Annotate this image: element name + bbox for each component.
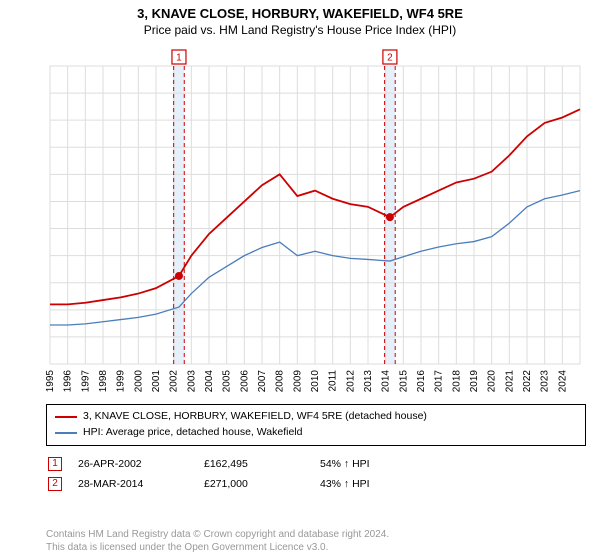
- svg-text:2019: 2019: [469, 370, 480, 393]
- sale-vs-hpi: 54% ↑ HPI: [320, 458, 370, 470]
- svg-text:2013: 2013: [363, 370, 374, 393]
- chart-subtitle: Price paid vs. HM Land Registry's House …: [0, 23, 600, 37]
- grid: [50, 66, 580, 364]
- marker-labels: 12: [172, 50, 397, 64]
- legend-area: 3, KNAVE CLOSE, HORBURY, WAKEFIELD, WF4 …: [46, 404, 586, 494]
- svg-text:2022: 2022: [522, 370, 533, 393]
- sale-price: £162,495: [204, 458, 304, 470]
- svg-text:2007: 2007: [257, 370, 268, 393]
- chart-container: 3, KNAVE CLOSE, HORBURY, WAKEFIELD, WF4 …: [0, 0, 600, 560]
- sale-row: 2 28-MAR-2014 £271,000 43% ↑ HPI: [46, 474, 586, 494]
- legend-swatch: [55, 416, 77, 418]
- attribution-line: This data is licensed under the Open Gov…: [46, 541, 389, 554]
- sale-date: 26-APR-2002: [78, 458, 188, 470]
- legend-swatch: [55, 432, 77, 434]
- legend-row: 3, KNAVE CLOSE, HORBURY, WAKEFIELD, WF4 …: [55, 409, 577, 425]
- svg-text:2009: 2009: [292, 370, 303, 393]
- svg-text:2001: 2001: [151, 370, 162, 393]
- svg-text:1: 1: [176, 53, 182, 64]
- svg-text:2003: 2003: [186, 370, 197, 393]
- svg-text:2012: 2012: [345, 370, 356, 393]
- svg-text:2014: 2014: [381, 370, 392, 393]
- svg-text:2: 2: [387, 53, 393, 64]
- svg-text:1995: 1995: [46, 370, 56, 393]
- sale-badge: 1: [48, 457, 62, 471]
- svg-text:1997: 1997: [80, 370, 91, 393]
- chart-title: 3, KNAVE CLOSE, HORBURY, WAKEFIELD, WF4 …: [0, 6, 600, 21]
- svg-text:2005: 2005: [222, 370, 233, 393]
- svg-text:2016: 2016: [416, 370, 427, 393]
- legend-label: HPI: Average price, detached house, Wake…: [83, 425, 302, 441]
- x-axis: 1995 1996 1997 1998 1999 2000 2001 2002 2003 2004…: [46, 370, 568, 393]
- svg-text:2004: 2004: [204, 370, 215, 393]
- attribution: Contains HM Land Registry data © Crown c…: [46, 528, 389, 554]
- svg-text:2023: 2023: [540, 370, 551, 393]
- svg-text:2000: 2000: [133, 370, 144, 393]
- marker-bands: [174, 66, 396, 364]
- sale-badge: 2: [48, 477, 62, 491]
- svg-text:2018: 2018: [451, 370, 462, 393]
- svg-text:1998: 1998: [98, 370, 109, 393]
- svg-text:1999: 1999: [116, 370, 127, 393]
- svg-text:2011: 2011: [328, 370, 339, 392]
- sale-table: 1 26-APR-2002 £162,495 54% ↑ HPI 2 28-MA…: [46, 454, 586, 494]
- titles: 3, KNAVE CLOSE, HORBURY, WAKEFIELD, WF4 …: [0, 0, 600, 37]
- marker-lines: [174, 66, 396, 364]
- svg-text:2002: 2002: [169, 370, 180, 393]
- svg-text:2024: 2024: [557, 370, 568, 393]
- svg-text:2015: 2015: [398, 370, 409, 393]
- svg-text:2008: 2008: [275, 370, 286, 393]
- sale-vs-hpi: 43% ↑ HPI: [320, 478, 370, 490]
- legend-box: 3, KNAVE CLOSE, HORBURY, WAKEFIELD, WF4 …: [46, 404, 586, 446]
- svg-text:2020: 2020: [487, 370, 498, 393]
- svg-text:2021: 2021: [504, 370, 515, 393]
- attribution-line: Contains HM Land Registry data © Crown c…: [46, 528, 389, 541]
- legend-row: HPI: Average price, detached house, Wake…: [55, 425, 577, 441]
- svg-text:1996: 1996: [63, 370, 74, 393]
- sale-row: 1 26-APR-2002 £162,495 54% ↑ HPI: [46, 454, 586, 474]
- svg-text:2010: 2010: [310, 370, 321, 393]
- legend-label: 3, KNAVE CLOSE, HORBURY, WAKEFIELD, WF4 …: [83, 409, 427, 425]
- sale-date: 28-MAR-2014: [78, 478, 188, 490]
- chart-svg: £0£50K£100K£150K£200K£250K£300K£350K£400…: [46, 48, 586, 398]
- svg-text:2017: 2017: [434, 370, 445, 393]
- svg-text:2006: 2006: [239, 370, 250, 393]
- sale-price: £271,000: [204, 478, 304, 490]
